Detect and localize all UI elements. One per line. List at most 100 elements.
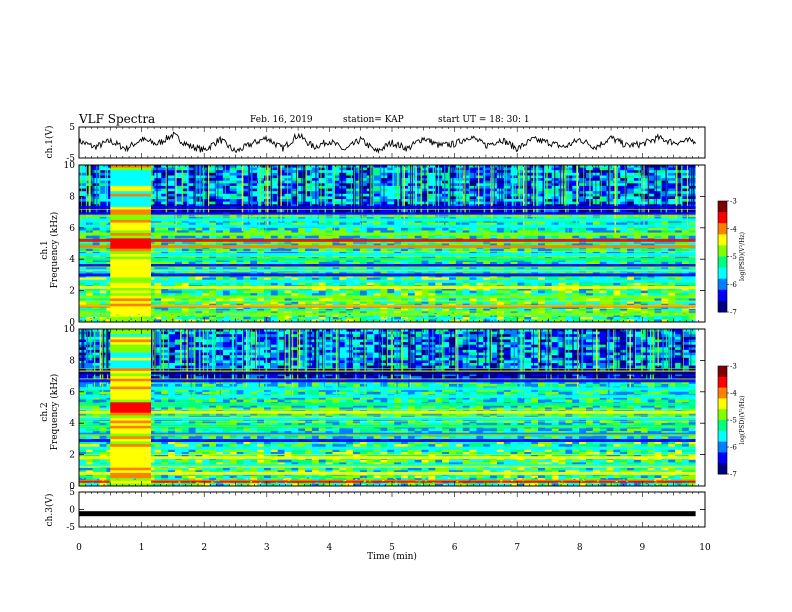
- spectrogram-cell: [387, 282, 395, 286]
- spectrogram-cell: [496, 178, 505, 182]
- spectrogram-cell: [236, 259, 245, 263]
- spectrogram-cell: [277, 227, 286, 231]
- y-tick-label: 5: [69, 123, 75, 133]
- spectrogram-cell: [79, 259, 87, 263]
- spectrogram-cell: [154, 277, 162, 281]
- spectrogram-cell: [551, 282, 560, 286]
- spectrogram-cell: [490, 288, 498, 292]
- spectrogram-cell: [469, 193, 477, 197]
- spectrogram-cell: [181, 282, 190, 286]
- spectrogram-cell: [668, 196, 676, 200]
- spectrogram-cell: [503, 301, 512, 305]
- spectrogram-cell: [538, 235, 546, 239]
- spectrogram-cell: [106, 180, 114, 184]
- spectrogram-cell: [421, 222, 430, 226]
- spectrogram-cell: [298, 259, 306, 263]
- spectrogram-cell: [668, 193, 676, 197]
- spectrogram-cell: [517, 219, 525, 224]
- spectrogram-cell: [318, 172, 327, 176]
- spectrogram-cell: [599, 196, 608, 200]
- spectrogram-cell: [510, 180, 519, 184]
- spectrogram-cell: [291, 191, 299, 195]
- spectrogram-cell: [99, 261, 108, 265]
- spectrogram-cell: [640, 251, 649, 255]
- spectrogram-cell: [243, 199, 251, 203]
- spectrogram-cell: [250, 167, 258, 171]
- spectrogram-cell: [236, 219, 245, 224]
- spectrogram-cell: [353, 170, 361, 174]
- spectrogram-cell: [332, 188, 340, 192]
- spectrogram-cell: [586, 227, 594, 231]
- spectrogram-cell: [633, 298, 642, 302]
- spectrogram-cell: [209, 227, 217, 231]
- spectrogram-cell: [359, 167, 368, 171]
- spectrogram-cell: [620, 274, 628, 279]
- spectrogram-cell: [373, 288, 382, 292]
- spectrogram-cell: [407, 227, 416, 231]
- spectrogram-cell: [462, 199, 471, 203]
- spectrogram-cell: [99, 301, 108, 305]
- spectrogram-cell: [462, 183, 471, 187]
- spectrogram-cell: [380, 274, 388, 279]
- spectrogram-cell: [229, 230, 238, 234]
- spectrogram-cell: [633, 282, 642, 286]
- spectrogram-cell: [599, 222, 608, 226]
- spectrogram-cell: [353, 230, 361, 234]
- spectrogram-cell: [174, 180, 183, 184]
- spectrogram-cell: [421, 288, 430, 292]
- spectrogram-cell: [558, 191, 567, 195]
- spectrogram-cell: [449, 170, 457, 174]
- spectrogram-cell: [688, 261, 696, 265]
- spectrogram-cell: [654, 178, 662, 182]
- spectrogram-cell: [99, 277, 108, 281]
- spectrogram-cell: [579, 288, 587, 292]
- spectrogram-cell: [613, 301, 621, 305]
- spectrogram-cell: [359, 235, 368, 239]
- spectrogram-cell: [161, 261, 169, 265]
- spectrogram-cell: [407, 293, 416, 297]
- spectrogram-cell: [681, 261, 690, 265]
- spectrogram-cell: [216, 172, 224, 176]
- spectrogram-cell: [572, 251, 580, 255]
- spectrogram-cell: [592, 196, 601, 200]
- spectrogram-cell: [216, 188, 224, 192]
- spectrogram-cell: [188, 167, 197, 171]
- spectrogram-cell: [311, 298, 320, 302]
- spectrogram-cell: [510, 199, 519, 203]
- spectrogram-cell: [106, 227, 114, 231]
- spectrogram-cell: [681, 178, 690, 182]
- spectrogram-cell: [442, 167, 450, 171]
- spectrogram-cell: [586, 219, 594, 224]
- spectrogram-cell: [490, 248, 498, 252]
- ch1-signal-line: [78, 131, 696, 154]
- spectrogram-cell: [435, 248, 443, 252]
- spectrogram-cell: [394, 227, 402, 231]
- spectrogram-cell: [229, 235, 238, 239]
- spectrogram-cell: [236, 196, 245, 200]
- spectrogram-cell: [270, 193, 279, 197]
- spectrogram-cell: [675, 259, 683, 263]
- spectrogram-cell: [168, 175, 176, 179]
- spectrogram-cell: [517, 261, 525, 265]
- spectrogram-cell: [633, 235, 642, 239]
- spectrogram-cell: [531, 261, 539, 265]
- spectrogram-cell: [579, 235, 587, 239]
- spectrogram-cell: [531, 290, 539, 294]
- spectrogram-cell: [305, 191, 313, 195]
- spectrogram-cell: [353, 298, 361, 302]
- spectrogram-cell: [496, 165, 505, 169]
- spectrogram-cell: [161, 298, 169, 302]
- spectrogram-cell: [366, 248, 375, 252]
- spectrogram-cell: [202, 209, 210, 213]
- spectrogram-cell: [332, 199, 340, 203]
- spectrogram-cell: [277, 298, 286, 302]
- spectrogram-cell: [428, 230, 436, 234]
- spectrogram-cell: [325, 199, 334, 203]
- spectrogram-cell: [174, 201, 183, 205]
- spectrogram-cell: [99, 290, 108, 294]
- spectrogram-cell: [250, 230, 258, 234]
- spectrogram-cell: [168, 290, 176, 294]
- spectrogram-cell: [318, 235, 327, 239]
- spectrogram-cell: [92, 301, 101, 305]
- spectrogram-cell: [99, 235, 108, 239]
